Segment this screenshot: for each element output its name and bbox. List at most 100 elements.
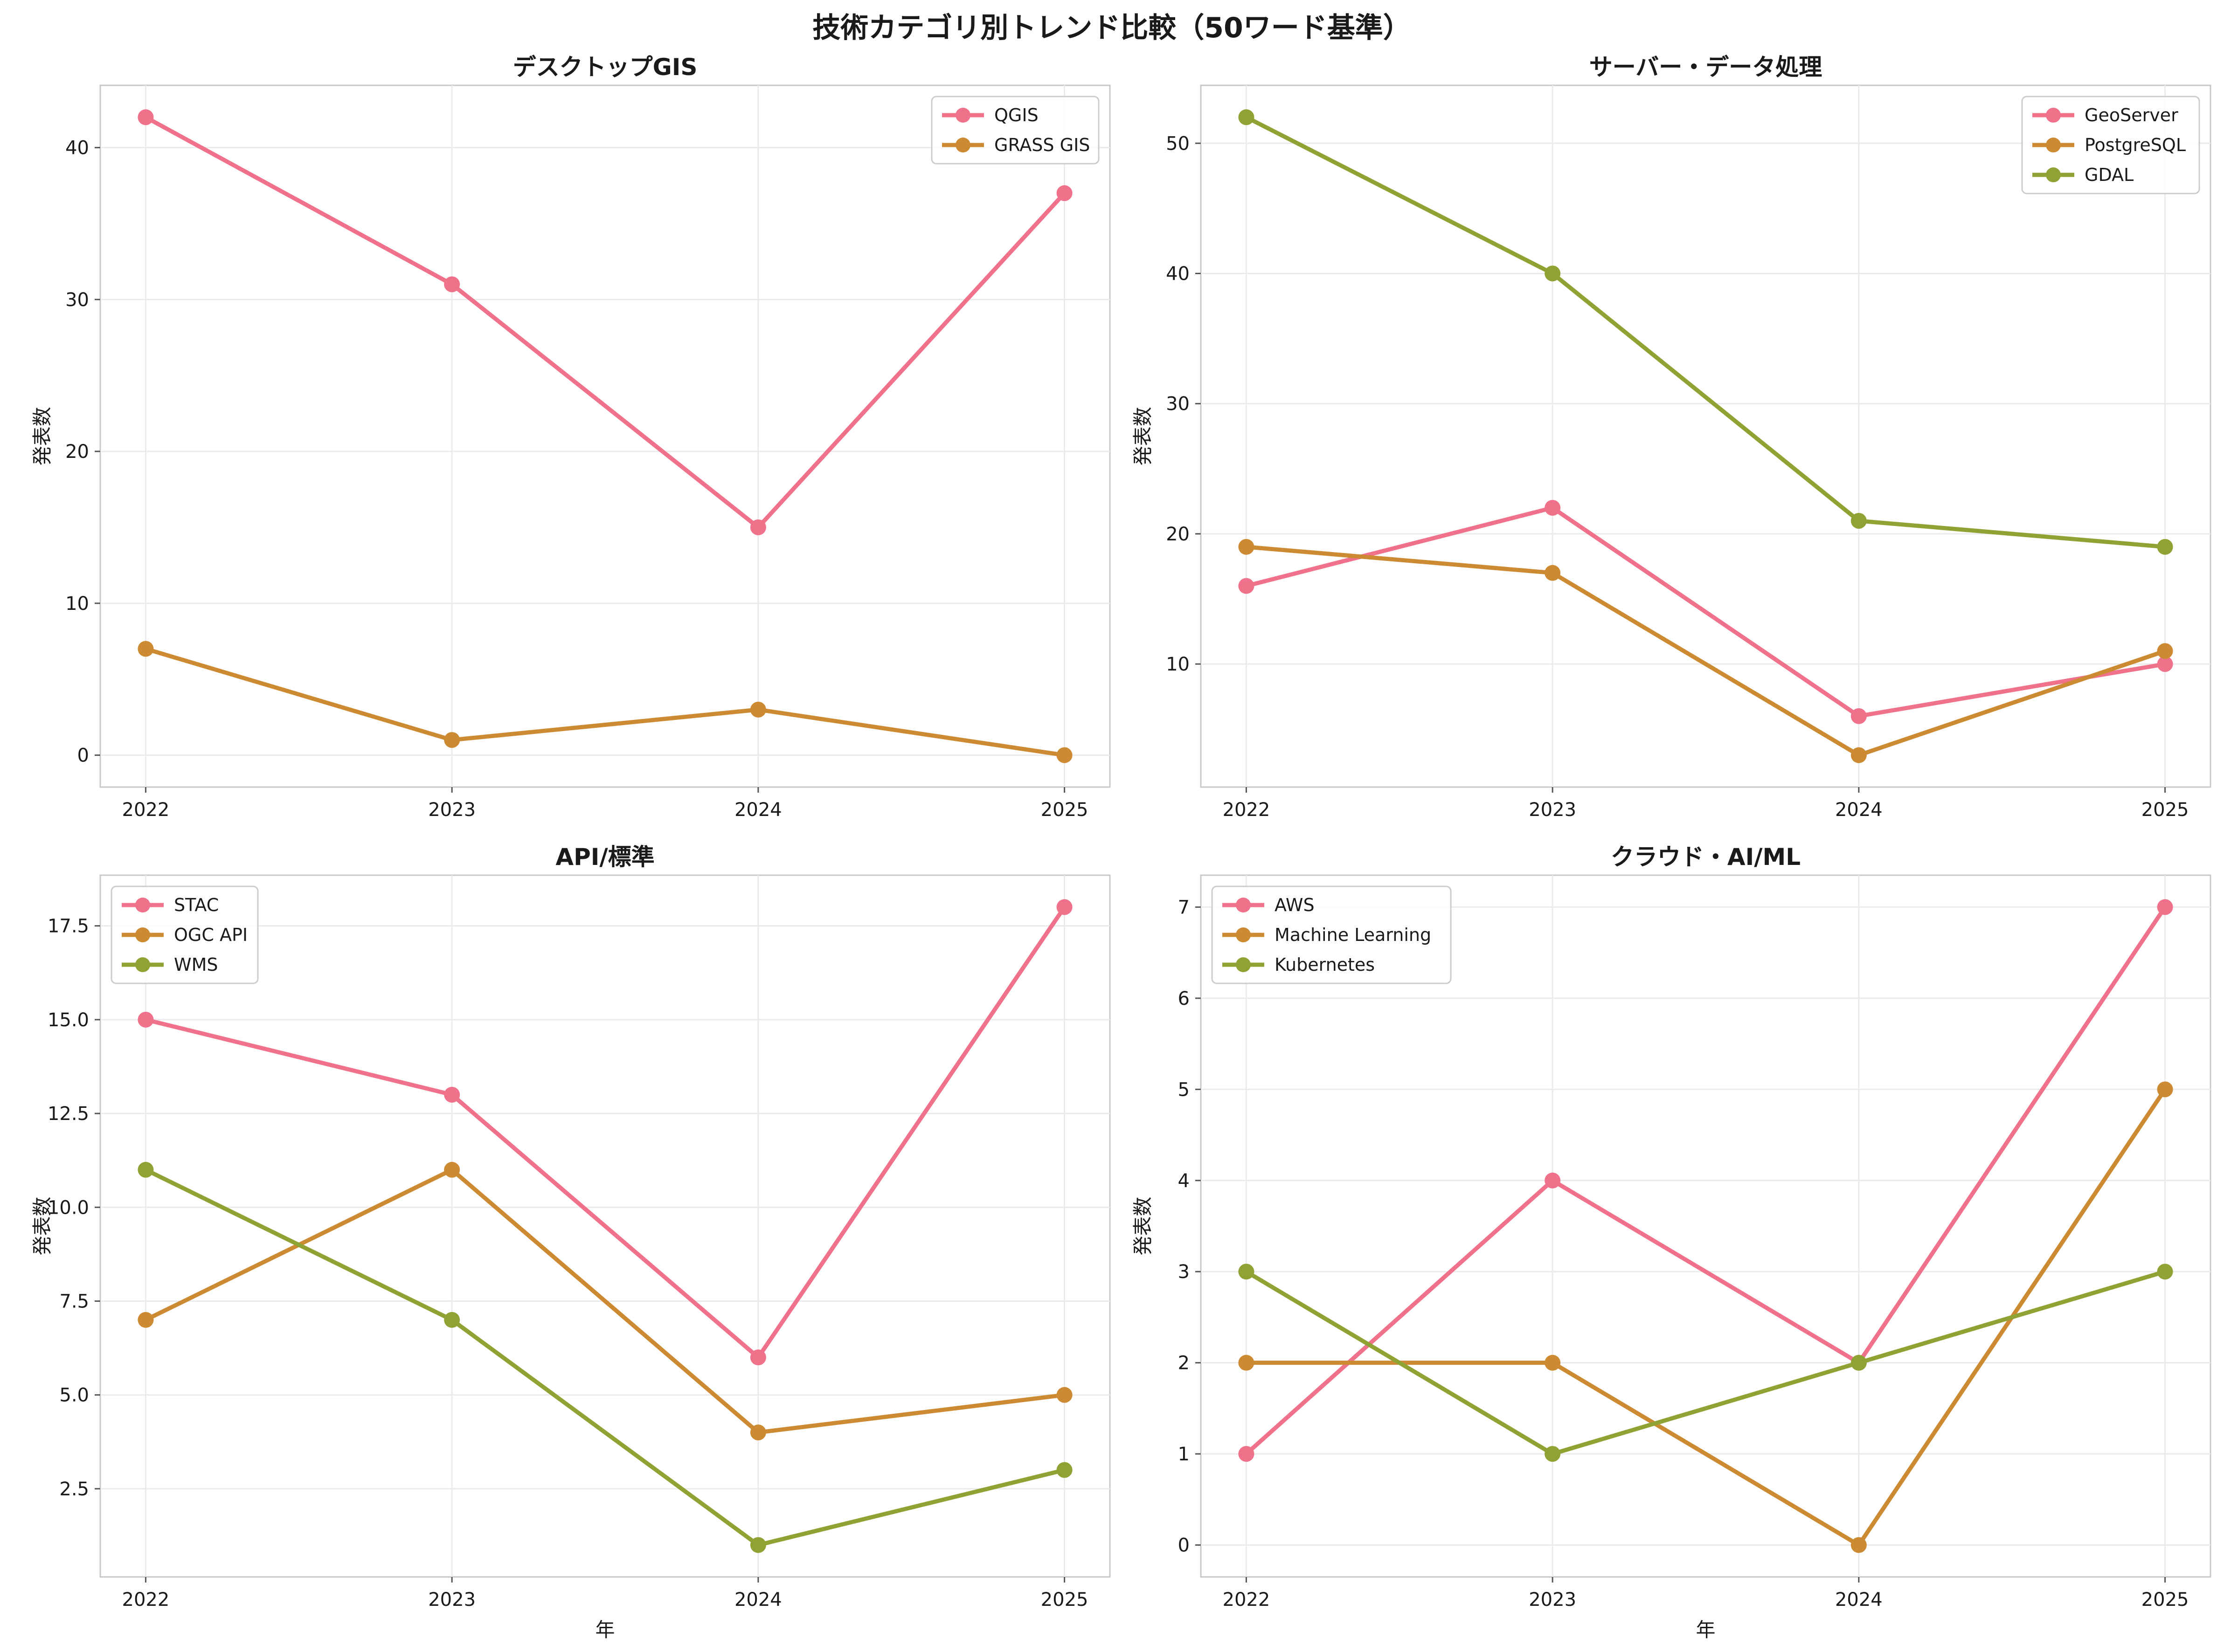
legend-swatch-marker (135, 927, 150, 942)
legend-box (111, 885, 259, 984)
data-point (444, 276, 460, 292)
plot-area (99, 84, 1111, 788)
y-tick-label: 17.5 (48, 916, 89, 937)
data-point (1238, 539, 1254, 555)
legend: GeoServer PostgreSQL GDAL (2021, 96, 2200, 194)
x-tick-label: 2025 (1041, 1589, 1088, 1611)
data-point (138, 641, 154, 657)
legend-swatch-marker (956, 108, 970, 123)
x-tick-label: 2023 (1529, 799, 1576, 821)
legend-label: AWS (1275, 895, 1315, 915)
legend: AWS Machine Learning Kubernetes (1211, 885, 1452, 984)
legend-box (1211, 885, 1452, 984)
data-point (138, 1011, 154, 1028)
legend-label: QGIS (994, 105, 1039, 125)
data-point (2157, 656, 2173, 672)
x-tick-label: 2023 (428, 799, 476, 821)
y-tick-label: 15.0 (48, 1009, 89, 1031)
series-line-1 (143, 905, 1067, 1360)
y-tick-label: 3 (1178, 1261, 1190, 1283)
y-tick-label: 2 (1178, 1353, 1190, 1374)
y-tick-label: 7 (1178, 897, 1190, 918)
y-tick-label: 2.5 (59, 1479, 89, 1500)
legend-swatch-marker (1236, 898, 1251, 912)
x-axis-label: 年 (1696, 1618, 1715, 1641)
series-line-1 (143, 115, 1067, 530)
y-tick-label: 1 (1178, 1444, 1190, 1465)
panel-title: クラウド・AI/ML (1611, 843, 1801, 871)
legend-swatch-marker (1236, 927, 1251, 942)
data-point (1545, 500, 1561, 516)
legend-swatch-marker (2046, 108, 2061, 123)
data-point (1238, 578, 1254, 594)
panel-title: デスクトップGIS (513, 54, 698, 81)
y-tick-label: 50 (1166, 133, 1190, 154)
y-axis-label: 発表数 (1131, 1196, 1154, 1255)
legend-swatch-marker (135, 957, 150, 972)
legend-label: Machine Learning (1275, 925, 1431, 945)
x-tick-label: 2025 (2141, 1589, 2189, 1611)
series-line-3 (1244, 1269, 2168, 1456)
legend-label: WMS (174, 954, 218, 975)
x-tick-label: 2023 (428, 1589, 476, 1611)
x-tick-label: 2022 (1223, 1589, 1270, 1611)
legend-swatch-marker (135, 898, 150, 912)
data-point (444, 732, 460, 748)
chart-panel-3: 2022 2023 2024 2025 2.5 5.0 7.5 10.0 12.5 15.0 17.… (31, 843, 1111, 1641)
series-line-3 (143, 1168, 1067, 1548)
data-point (1850, 512, 1867, 529)
y-tick-label: 40 (1166, 263, 1190, 284)
data-point (1545, 1355, 1561, 1371)
data-point (2157, 899, 2173, 915)
y-tick-label: 30 (65, 289, 89, 311)
legend: STAC OGC API WMS (111, 885, 259, 984)
legend-label: STAC (174, 895, 219, 915)
series-line-3 (1244, 115, 2168, 549)
y-axis-label: 発表数 (31, 1196, 54, 1255)
data-point (1056, 1387, 1073, 1403)
panel-title: サーバー・データ処理 (1589, 54, 1822, 81)
y-tick-label: 40 (65, 138, 89, 159)
data-point (1238, 109, 1254, 125)
legend-swatch-marker (956, 138, 970, 152)
y-tick-label: 10 (65, 593, 89, 615)
data-point (750, 701, 766, 718)
legend-label: Kubernetes (1275, 954, 1375, 975)
y-tick-label: 0 (77, 745, 89, 767)
y-tick-label: 7.5 (59, 1291, 89, 1312)
x-tick-label: 2023 (1529, 1589, 1576, 1611)
x-tick-label: 2022 (1223, 799, 1270, 821)
data-point (1545, 1172, 1561, 1189)
data-point (2157, 1081, 2173, 1098)
legend-label: PostgreSQL (2085, 135, 2186, 155)
data-point (1056, 899, 1073, 915)
data-point (750, 1537, 766, 1553)
legend-label: GDAL (2085, 165, 2134, 185)
x-tick-label: 2024 (1835, 799, 1883, 821)
data-point (2157, 539, 2173, 555)
x-tick-label: 2022 (122, 1589, 170, 1611)
series-line-2 (1244, 545, 2168, 758)
figure-title: 技術カテゴリ別トレンド比較（50ワード基準） (812, 12, 1411, 44)
series-line-2 (143, 647, 1067, 758)
data-point (444, 1161, 460, 1178)
legend-box (2021, 96, 2200, 194)
data-point (138, 1161, 154, 1178)
y-tick-label: 10 (1166, 654, 1190, 675)
data-point (1238, 1446, 1254, 1462)
legend-label: GeoServer (2085, 105, 2178, 125)
data-point (1238, 1355, 1254, 1371)
data-point (1056, 747, 1073, 763)
x-tick-label: 2024 (734, 799, 782, 821)
data-point (1056, 1462, 1073, 1478)
y-tick-label: 0 (1178, 1535, 1190, 1556)
data-point (1545, 1446, 1561, 1462)
legend-label: OGC API (174, 925, 248, 945)
y-axis-label: 発表数 (1131, 407, 1154, 465)
legend-label: GRASS GIS (994, 135, 1090, 155)
x-tick-label: 2025 (1041, 799, 1088, 821)
y-tick-label: 5.0 (59, 1385, 89, 1406)
